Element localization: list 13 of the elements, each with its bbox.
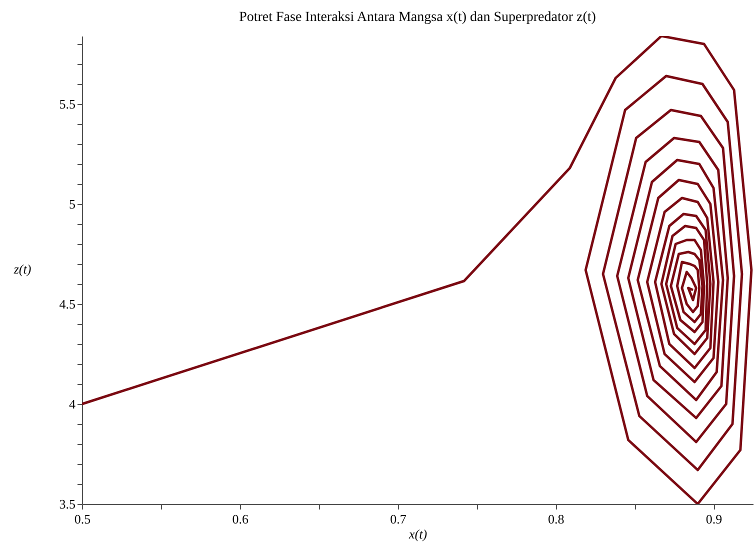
y-axis-title: z(t) — [12, 262, 32, 276]
y-tick-label: 4.5 — [59, 296, 76, 312]
x-axis-title: x(t) — [408, 526, 428, 542]
x-tick-label: 0.7 — [390, 512, 407, 526]
x-tick-label: 0.9 — [706, 512, 722, 526]
x-tick-label: 0.6 — [232, 512, 250, 526]
x-tick-label: 0.5 — [74, 512, 91, 526]
chart-title: Potret Fase Interaksi Antara Mangsa x(t) dan Superpredator z(t) — [239, 10, 596, 25]
y-tick-label: 4 — [69, 396, 76, 412]
y-tick-label: 3.5 — [59, 496, 76, 512]
x-tick-label: 0.8 — [548, 512, 564, 526]
y-tick-label: 5.5 — [59, 96, 76, 112]
y-tick-label: 5 — [69, 196, 76, 212]
